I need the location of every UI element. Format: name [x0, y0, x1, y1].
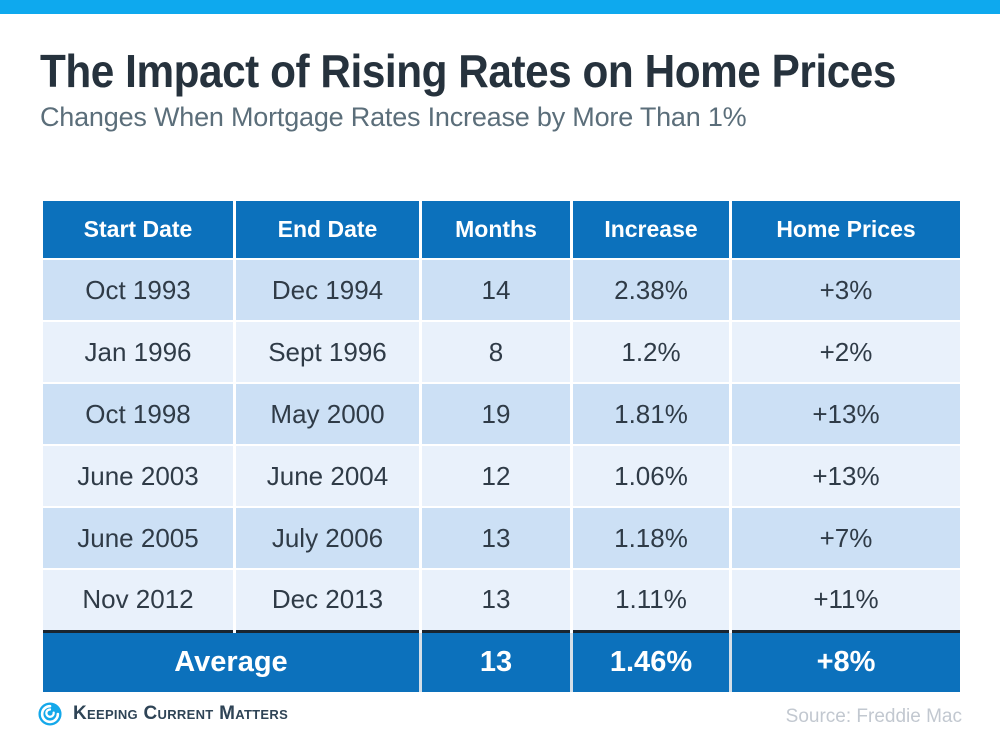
- cell-months: 8: [419, 320, 573, 384]
- column-header-home-prices: Home Prices: [729, 201, 963, 260]
- cell-increase: 1.18%: [570, 506, 732, 570]
- cell-end-date: July 2006: [233, 506, 422, 570]
- cell-months: 19: [419, 382, 573, 446]
- top-accent-bar: [0, 0, 1000, 14]
- cell-months: 12: [419, 444, 573, 508]
- cell-start-date: Jan 1996: [40, 320, 236, 384]
- cell-end-date: June 2004: [233, 444, 422, 508]
- cell-home-prices: +7%: [729, 506, 963, 570]
- header-row: Start Date End Date Months Increase Home…: [40, 201, 963, 260]
- table-row: Oct 1993 Dec 1994 14 2.38% +3%: [40, 258, 963, 322]
- cell-start-date: Oct 1993: [40, 258, 236, 322]
- column-header-months: Months: [419, 201, 573, 260]
- cell-months: 14: [419, 258, 573, 322]
- cell-increase: 1.2%: [570, 320, 732, 384]
- average-months: 13: [419, 629, 573, 692]
- cell-increase: 2.38%: [570, 258, 732, 322]
- cell-home-prices: +11%: [729, 568, 963, 632]
- cell-months: 13: [419, 568, 573, 632]
- cell-months: 13: [419, 506, 573, 570]
- column-header-start-date: Start Date: [40, 201, 236, 260]
- average-increase: 1.46%: [570, 629, 732, 692]
- table-row: Jan 1996 Sept 1996 8 1.2% +2%: [40, 320, 963, 384]
- table-row: Oct 1998 May 2000 19 1.81% +13%: [40, 382, 963, 446]
- page-title: The Impact of Rising Rates on Home Price…: [40, 45, 896, 97]
- cell-end-date: May 2000: [233, 382, 422, 446]
- table-row: June 2005 July 2006 13 1.18% +7%: [40, 506, 963, 570]
- cell-home-prices: +2%: [729, 320, 963, 384]
- page-subtitle: Changes When Mortgage Rates Increase by …: [40, 102, 747, 132]
- source-attribution: Source: Freddie Mac: [785, 706, 962, 727]
- cell-home-prices: +3%: [729, 258, 963, 322]
- table-row: June 2003 June 2004 12 1.06% +13%: [40, 444, 963, 508]
- table-row: Nov 2012 Dec 2013 13 1.11% +11%: [40, 568, 963, 632]
- cell-home-prices: +13%: [729, 444, 963, 508]
- rates-table: Start Date End Date Months Increase Home…: [40, 201, 963, 692]
- brand-logo: Keeping Current Matters: [36, 700, 288, 728]
- average-row: Average 13 1.46% +8%: [40, 629, 963, 692]
- average-label: Average: [40, 629, 422, 692]
- cell-start-date: Nov 2012: [40, 568, 236, 632]
- column-header-end-date: End Date: [233, 201, 422, 260]
- cell-home-prices: +13%: [729, 382, 963, 446]
- cell-increase: 1.06%: [570, 444, 732, 508]
- cell-end-date: Dec 1994: [233, 258, 422, 322]
- cell-increase: 1.81%: [570, 382, 732, 446]
- cell-end-date: Sept 1996: [233, 320, 422, 384]
- cell-end-date: Dec 2013: [233, 568, 422, 632]
- average-home-prices: +8%: [729, 629, 963, 692]
- kcm-swirl-icon: [38, 702, 62, 726]
- cell-start-date: Oct 1998: [40, 382, 236, 446]
- column-header-increase: Increase: [570, 201, 732, 260]
- brand-name: Keeping Current Matters: [73, 703, 289, 724]
- cell-start-date: June 2005: [40, 506, 236, 570]
- cell-start-date: June 2003: [40, 444, 236, 508]
- cell-increase: 1.11%: [570, 568, 732, 632]
